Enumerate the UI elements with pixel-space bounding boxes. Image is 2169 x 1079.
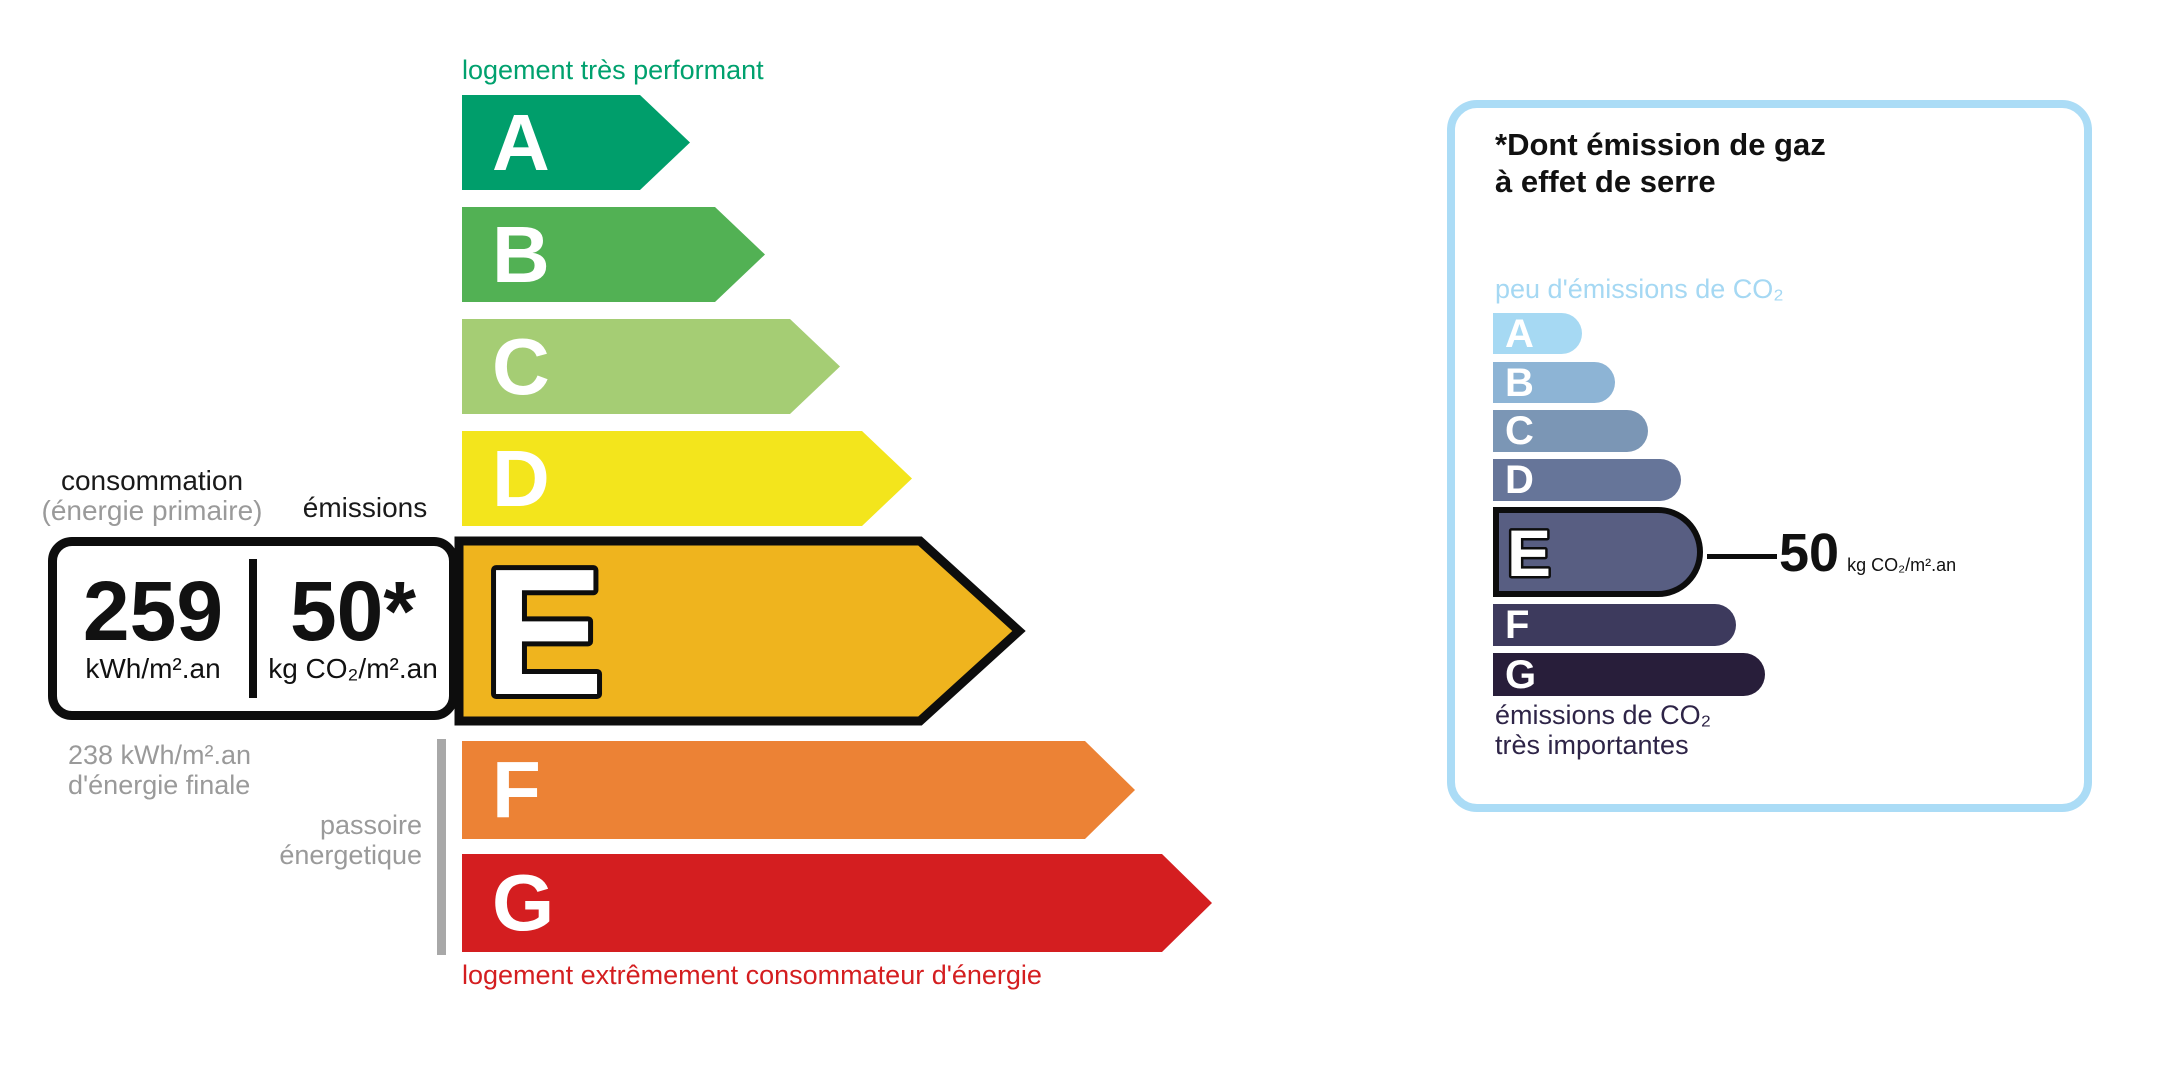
value-box: 259 kWh/m².an 50* kg CO₂/m².an (48, 537, 458, 720)
co2-class-a-letter: A (1505, 311, 1534, 356)
co2-value-callout: 50 kg CO₂/m².an (1707, 526, 1956, 580)
energy-sieve-note: passoire énergetique (160, 810, 422, 870)
consumption-value: 259 (82, 563, 224, 658)
co2-value-unit: kg CO₂/m².an (1847, 555, 1957, 575)
energy-class-a-letter: A (492, 97, 550, 187)
co2-class-b-bar: B (1493, 362, 1615, 403)
co2-bottom-line2: très importantes (1495, 730, 1689, 760)
co2-class-a-bar: A (1493, 313, 1582, 354)
energy-sieve-line2: énergetique (279, 840, 422, 870)
energy-class-e-letter: E (484, 536, 604, 726)
co2-callout-line (1707, 553, 1777, 559)
co2-panel-title-line1: *Dont émission de gaz (1495, 127, 1826, 162)
co2-value: 50 (1779, 523, 1840, 583)
energy-class-f-letter: F (492, 745, 541, 834)
co2-class-f-bar: F (1493, 604, 1736, 646)
emissions-header-label: émissions (302, 492, 428, 523)
energy-class-f-arrow: F (462, 741, 1135, 839)
energy-class-d-arrow: D (462, 431, 912, 526)
consumption-unit: kWh/m².an (85, 653, 221, 685)
co2-class-e-letter-graphic: E (1505, 514, 1554, 592)
energy-class-e-shape (454, 536, 1026, 726)
consumption-sublabel: (énergie primaire) (41, 495, 263, 526)
co2-class-b-letter: B (1505, 360, 1534, 405)
energy-class-c-letter: C (492, 321, 550, 411)
energy-class-g-letter: G (492, 858, 555, 947)
energy-bottom-caption: logement extrêmement consommateur d'éner… (462, 960, 1042, 990)
co2-panel-title: *Dont émission de gaz à effet de serre (1495, 126, 1826, 200)
co2-class-c-bar: C (1493, 410, 1648, 452)
energy-class-e-arrow: E (454, 536, 1026, 726)
co2-class-d-letter: D (1505, 458, 1534, 502)
energy-top-caption: logement très performant (462, 55, 764, 85)
co2-top-caption: peu d'émissions de CO₂ (1495, 274, 1784, 304)
co2-class-g-letter: G (1505, 652, 1537, 697)
energy-class-b-letter: B (492, 209, 550, 299)
energy-class-a-arrow: A (462, 95, 690, 190)
final-energy-line1: 238 kWh/m².an (68, 740, 252, 770)
energy-sieve-line1: passoire (319, 810, 422, 840)
energy-sieve-bracket (437, 739, 446, 955)
co2-class-d-bar: D (1493, 459, 1681, 501)
co2-class-f-letter: F (1505, 603, 1530, 647)
energy-class-c-arrow: C (462, 319, 840, 414)
energy-class-b-arrow: B (462, 207, 765, 302)
co2-emissions-panel: *Dont émission de gaz à effet de serre p… (1447, 100, 2092, 812)
energy-class-g-arrow: G (462, 854, 1212, 952)
co2-class-e-letter: E (1507, 516, 1551, 590)
co2-bottom-caption: émissions de CO₂ très importantes (1495, 700, 1711, 760)
consumption-header: consommation (énergie primaire) (40, 466, 264, 526)
value-box-divider (249, 559, 257, 698)
emissions-cell: 50* kg CO₂/m².an (257, 546, 449, 711)
final-energy-note: 238 kWh/m².an d'énergie finale (68, 740, 251, 800)
energy-class-d-letter: D (492, 433, 550, 523)
consumption-cell: 259 kWh/m².an (57, 546, 249, 711)
co2-class-c-letter: C (1505, 409, 1534, 453)
final-energy-line2: d'énergie finale (68, 770, 251, 800)
co2-class-g-bar: G (1493, 653, 1765, 696)
co2-class-e-bar: E (1493, 507, 1703, 597)
consumption-label: consommation (60, 465, 244, 496)
emissions-unit: kg CO₂/m².an (268, 653, 438, 685)
emissions-value: 50* (289, 563, 417, 658)
co2-panel-title-line2: à effet de serre (1495, 164, 1716, 199)
co2-bottom-line1: émissions de CO₂ (1495, 700, 1712, 730)
